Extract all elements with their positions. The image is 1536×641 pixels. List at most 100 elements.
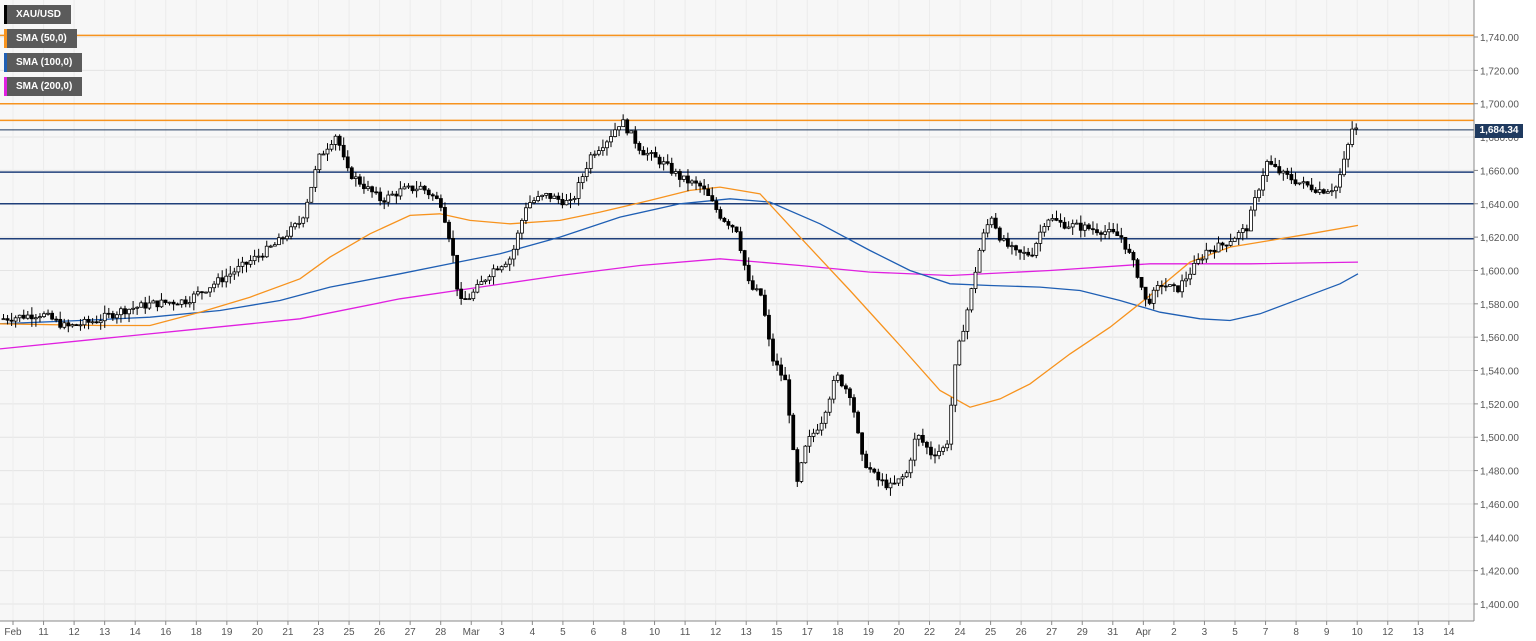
candle-body bbox=[605, 141, 609, 149]
x-tick-label: 27 bbox=[405, 627, 417, 638]
candle-body bbox=[220, 277, 225, 283]
sma-50-line bbox=[0, 186, 1359, 408]
x-tick-label: 5 bbox=[1232, 627, 1238, 638]
candle-body bbox=[353, 176, 358, 179]
candle-body bbox=[799, 462, 804, 482]
candle-body bbox=[1, 318, 6, 321]
candle-body bbox=[264, 245, 269, 258]
candle-body bbox=[29, 314, 34, 320]
candle-body bbox=[552, 195, 557, 199]
candle-body bbox=[38, 316, 42, 319]
candle-body bbox=[1257, 189, 1261, 199]
candle-body bbox=[471, 291, 476, 300]
candle-body bbox=[916, 434, 921, 440]
candle-body bbox=[1273, 163, 1278, 167]
candle-body bbox=[665, 161, 670, 164]
candle-body bbox=[1180, 280, 1184, 293]
candle-body bbox=[690, 180, 694, 184]
candle-body bbox=[487, 276, 492, 281]
candle-body bbox=[1244, 228, 1249, 232]
candle-body bbox=[297, 222, 302, 225]
candle-body bbox=[248, 260, 253, 265]
candle-body bbox=[856, 411, 860, 434]
legend-label: SMA (50,0) bbox=[16, 33, 67, 44]
x-tick-label: 28 bbox=[435, 627, 447, 638]
candle-body bbox=[1228, 241, 1233, 246]
candle-body bbox=[1151, 289, 1156, 304]
y-tick-label: 1,540.00 bbox=[1480, 367, 1519, 378]
x-tick-label: 16 bbox=[160, 627, 172, 638]
candle-body bbox=[779, 364, 783, 376]
candle-body bbox=[803, 445, 808, 464]
candle-body bbox=[66, 322, 71, 327]
candle-body bbox=[1305, 181, 1310, 186]
x-tick-label: 20 bbox=[893, 627, 905, 638]
candle-body bbox=[1208, 249, 1213, 252]
candle-body bbox=[123, 308, 127, 315]
candle-body bbox=[637, 142, 642, 151]
candle-body bbox=[98, 320, 103, 324]
candle-body bbox=[147, 302, 152, 309]
candle-body bbox=[1062, 221, 1067, 229]
legend-swatch bbox=[4, 5, 7, 24]
candle-body bbox=[698, 182, 702, 187]
candle-body bbox=[844, 385, 848, 390]
candle-body bbox=[1325, 191, 1330, 194]
candle-body bbox=[106, 312, 111, 315]
x-tick-label: 13 bbox=[99, 627, 111, 638]
candle-body bbox=[1123, 236, 1128, 250]
candle-body bbox=[868, 467, 873, 470]
candle-body bbox=[536, 196, 540, 202]
candle-body bbox=[1026, 251, 1031, 256]
candle-body bbox=[904, 472, 909, 478]
candle-body bbox=[345, 156, 350, 169]
candle-body bbox=[1082, 224, 1087, 231]
candle-body bbox=[333, 135, 338, 145]
candle-body bbox=[459, 288, 464, 299]
candle-body bbox=[718, 209, 723, 219]
candle-body bbox=[467, 298, 472, 301]
candle-body bbox=[722, 217, 727, 222]
y-tick-label: 1,620.00 bbox=[1480, 233, 1519, 244]
candle-body bbox=[548, 193, 553, 199]
candle-body bbox=[941, 447, 945, 452]
moving-averages bbox=[0, 186, 1359, 408]
x-axis-ticks: Feb 11 12 13 14 16 18 19 20 21 23 25 26 27 28 Mar 3 4 5 6 8 1… bbox=[4, 621, 1455, 638]
candle-body bbox=[285, 235, 289, 240]
candle-body bbox=[443, 207, 447, 223]
candle-body bbox=[1289, 174, 1294, 181]
candle-body bbox=[438, 198, 443, 208]
candle-body bbox=[511, 248, 516, 260]
candle-body bbox=[613, 129, 617, 137]
x-tick-label: 26 bbox=[374, 627, 386, 638]
x-tick-label: 15 bbox=[771, 627, 783, 638]
candle-body bbox=[382, 200, 387, 203]
legend-item-xauusd: XAU/USD bbox=[4, 5, 72, 24]
y-tick-label: 1,480.00 bbox=[1480, 467, 1519, 478]
candle-body bbox=[965, 309, 970, 332]
candle-body bbox=[819, 422, 824, 431]
candle-body bbox=[1111, 228, 1116, 233]
x-tick-label: 7 bbox=[1263, 627, 1269, 638]
candle-body bbox=[309, 186, 314, 203]
candle-body bbox=[929, 446, 933, 456]
candle-body bbox=[1224, 244, 1229, 247]
candle-body bbox=[985, 224, 990, 234]
candle-body bbox=[94, 321, 99, 324]
candle-body bbox=[414, 188, 419, 192]
candle-body bbox=[430, 194, 435, 197]
candle-body bbox=[159, 299, 164, 308]
candle-body bbox=[228, 273, 233, 277]
candle-body bbox=[908, 459, 913, 474]
candle-body bbox=[1176, 285, 1180, 293]
candle-body bbox=[835, 374, 840, 381]
y-tick-label: 1,660.00 bbox=[1480, 166, 1519, 177]
candle-body bbox=[953, 364, 958, 406]
y-tick-label: 1,520.00 bbox=[1480, 400, 1519, 411]
candle-body bbox=[831, 380, 836, 400]
candle-body bbox=[1022, 251, 1026, 254]
candle-body bbox=[321, 153, 326, 156]
candle-body bbox=[1099, 232, 1103, 235]
candle-body bbox=[447, 221, 451, 239]
